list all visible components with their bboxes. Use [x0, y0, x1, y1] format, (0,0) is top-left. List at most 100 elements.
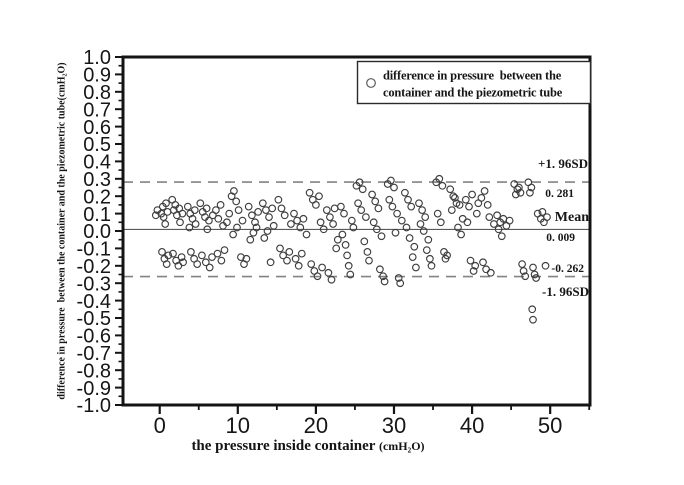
data-point	[151, 211, 160, 220]
x-tick-label: 0	[154, 413, 166, 438]
data-point	[341, 241, 350, 249]
data-point	[472, 209, 481, 218]
data-point	[415, 199, 423, 208]
data-point	[276, 244, 284, 253]
data-point	[454, 223, 462, 232]
data-point	[269, 221, 278, 230]
y-tick-label: -0.3	[77, 273, 111, 295]
data-point	[404, 195, 412, 204]
data-point	[521, 272, 530, 281]
data-point	[451, 194, 459, 202]
data-point	[297, 249, 306, 258]
data-point	[372, 225, 381, 234]
data-point	[225, 209, 234, 218]
data-point	[374, 204, 383, 213]
data-point	[162, 260, 171, 268]
data-point	[191, 220, 200, 228]
data-point	[511, 190, 520, 199]
data-point	[449, 192, 458, 201]
data-point	[486, 268, 495, 277]
data-point	[421, 213, 430, 221]
data-point	[485, 213, 494, 221]
data-point	[408, 253, 417, 261]
data-point	[302, 230, 311, 239]
data-point	[388, 202, 397, 211]
data-point	[232, 197, 241, 206]
data-point	[260, 234, 269, 242]
data-point	[285, 248, 294, 256]
data-point	[365, 256, 373, 265]
upper-loa-value: 0. 281	[545, 188, 574, 200]
y-tick-label: 0.9	[83, 65, 111, 87]
data-point	[190, 206, 199, 214]
data-point	[280, 211, 289, 220]
data-point	[268, 204, 277, 213]
data-point	[416, 220, 425, 228]
data-point	[349, 223, 358, 232]
upper-sd-label: +1. 96SD	[538, 156, 588, 171]
data-point	[316, 218, 325, 227]
data-point	[330, 204, 339, 213]
data-point	[538, 208, 547, 216]
data-point	[242, 254, 251, 263]
y-tick-label: -0.2	[77, 256, 111, 278]
data-point	[251, 218, 259, 227]
data-point	[438, 181, 447, 190]
data-point	[344, 261, 353, 270]
y-tick-label: -0.9	[77, 378, 111, 400]
data-point	[220, 246, 229, 254]
data-point	[176, 218, 184, 227]
data-point	[362, 213, 370, 221]
data-point	[390, 183, 398, 192]
data-point	[379, 272, 387, 281]
data-point	[480, 187, 489, 195]
data-point	[318, 263, 326, 272]
data-point	[217, 256, 226, 265]
data-point	[223, 218, 231, 227]
data-point	[405, 234, 414, 242]
y-tick-label: -0.6	[77, 326, 111, 348]
data-point	[412, 263, 420, 272]
y-tick-label: -0.8	[77, 360, 111, 382]
data-point	[293, 216, 301, 225]
data-point	[391, 228, 400, 237]
data-point	[198, 251, 206, 260]
data-point	[543, 213, 551, 221]
data-point	[287, 220, 295, 228]
data-point	[343, 251, 351, 260]
data-point	[164, 251, 173, 260]
data-point	[262, 206, 270, 214]
data-point	[530, 270, 539, 279]
data-point	[332, 244, 341, 253]
data-point	[213, 249, 222, 258]
data-point	[234, 206, 243, 214]
data-point	[246, 235, 255, 244]
y-tick-label: 0.7	[83, 99, 111, 121]
data-point	[161, 220, 170, 228]
data-point	[263, 227, 272, 235]
data-point	[193, 260, 202, 268]
data-point	[162, 199, 170, 208]
lower-sd-label: -1. 96SD	[542, 284, 589, 299]
data-point	[158, 248, 166, 256]
data-point	[469, 267, 478, 275]
data-point	[177, 253, 186, 261]
data-point	[443, 251, 451, 260]
data-point	[482, 265, 490, 274]
data-point	[419, 227, 428, 235]
data-point	[527, 183, 536, 192]
data-point	[529, 315, 537, 324]
data-point	[338, 230, 347, 239]
data-point	[347, 216, 356, 225]
data-point	[526, 188, 534, 197]
data-point	[463, 218, 472, 227]
data-point	[422, 246, 431, 254]
plot-frame	[121, 55, 592, 407]
data-point	[426, 254, 434, 263]
data-point	[515, 183, 523, 192]
data-point	[163, 208, 172, 216]
data-point	[159, 213, 168, 221]
mean-value: 0. 009	[546, 232, 575, 244]
data-point	[427, 261, 436, 270]
